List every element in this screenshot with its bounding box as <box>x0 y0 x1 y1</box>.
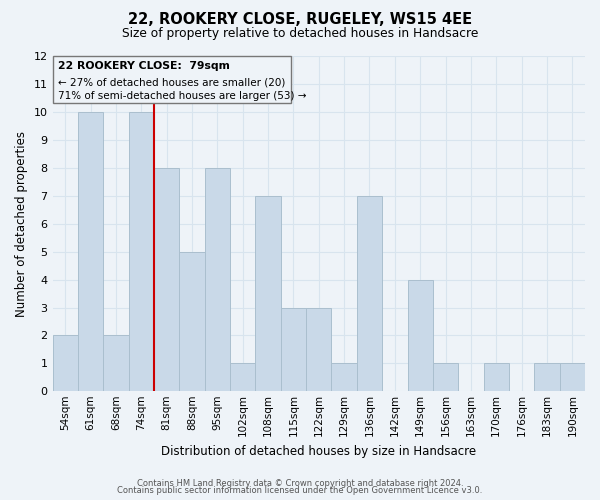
Bar <box>484 364 509 392</box>
Text: ← 27% of detached houses are smaller (20): ← 27% of detached houses are smaller (20… <box>58 78 285 88</box>
Text: 22 ROOKERY CLOSE:  79sqm: 22 ROOKERY CLOSE: 79sqm <box>58 60 229 70</box>
Bar <box>205 168 230 392</box>
Bar <box>128 112 154 392</box>
Bar <box>256 196 281 392</box>
Text: Contains public sector information licensed under the Open Government Licence v3: Contains public sector information licen… <box>118 486 482 495</box>
Bar <box>560 364 585 392</box>
Text: Contains HM Land Registry data © Crown copyright and database right 2024.: Contains HM Land Registry data © Crown c… <box>137 478 463 488</box>
Bar <box>230 364 256 392</box>
Text: 22, ROOKERY CLOSE, RUGELEY, WS15 4EE: 22, ROOKERY CLOSE, RUGELEY, WS15 4EE <box>128 12 472 28</box>
Text: Size of property relative to detached houses in Handsacre: Size of property relative to detached ho… <box>122 28 478 40</box>
Bar <box>357 196 382 392</box>
Bar <box>53 336 78 392</box>
Bar <box>331 364 357 392</box>
Bar <box>534 364 560 392</box>
Bar <box>306 308 331 392</box>
Text: 71% of semi-detached houses are larger (53) →: 71% of semi-detached houses are larger (… <box>58 92 306 102</box>
Bar <box>78 112 103 392</box>
Bar <box>407 280 433 392</box>
Bar <box>53 56 291 102</box>
Bar <box>433 364 458 392</box>
Bar <box>281 308 306 392</box>
X-axis label: Distribution of detached houses by size in Handsacre: Distribution of detached houses by size … <box>161 444 476 458</box>
Bar <box>179 252 205 392</box>
Bar <box>103 336 128 392</box>
Bar <box>154 168 179 392</box>
Y-axis label: Number of detached properties: Number of detached properties <box>15 131 28 317</box>
